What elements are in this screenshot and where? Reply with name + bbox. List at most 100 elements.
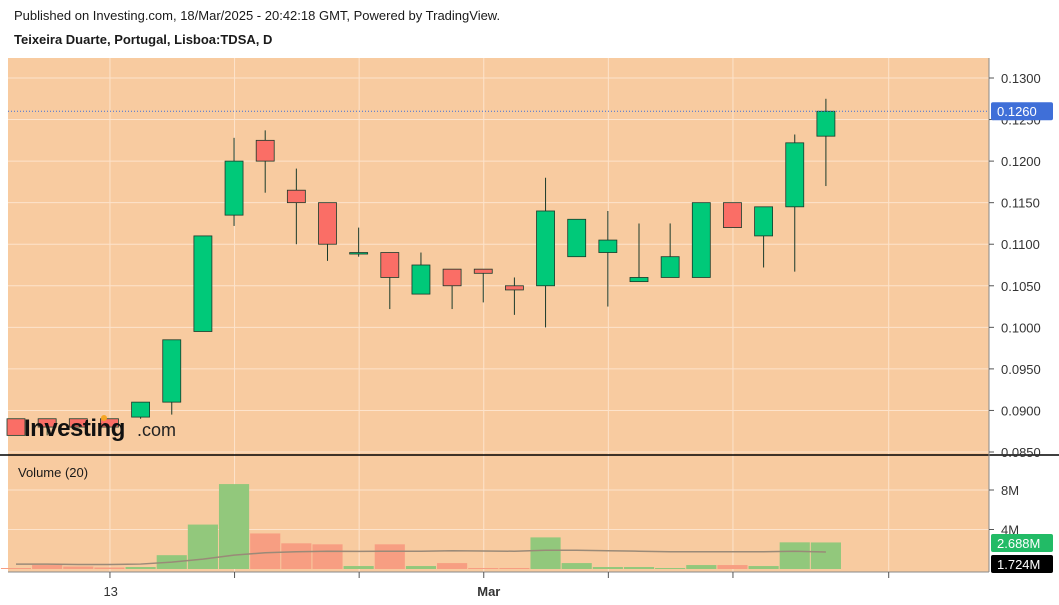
candle (349, 227, 369, 257)
volume-ma-line (16, 549, 826, 566)
candle (100, 418, 119, 428)
volume-axis: 8M 4M (989, 483, 1019, 538)
candle-body (785, 142, 805, 208)
candle (255, 130, 275, 193)
volume-tick-label: 4M (1001, 523, 1019, 538)
volume-bar (810, 542, 841, 569)
volume-ma-value: 1.724M (997, 557, 1040, 572)
volume-bar (312, 544, 343, 569)
candle-body (536, 210, 555, 287)
price-axis[interactable]: 0.13000.12500.12000.11500.11000.10500.10… (988, 58, 1041, 572)
volume-bar (125, 567, 156, 569)
candle-body (37, 418, 57, 428)
candle (754, 206, 773, 268)
candle-body (723, 202, 742, 229)
candle (536, 177, 555, 328)
current-price-label: 0.1260 (991, 102, 1053, 121)
candle (442, 268, 462, 310)
candle (598, 210, 618, 307)
volume-bar (655, 568, 686, 569)
volume-bar (686, 565, 717, 569)
time-axis[interactable]: 13 Mar (8, 571, 989, 599)
candle (380, 252, 400, 310)
candle-body (660, 256, 680, 278)
candle-body (100, 418, 119, 428)
volume-bar (748, 566, 779, 569)
volume-value: 2.688M (997, 536, 1040, 551)
price-tick-label: 0.0850 (1001, 445, 1041, 460)
candle-body (318, 202, 337, 245)
candle (193, 235, 213, 332)
candle (785, 134, 805, 272)
logo-wordmark: Investing (24, 415, 125, 442)
candle (660, 223, 680, 278)
candle-body (68, 418, 88, 428)
volume-bar (623, 567, 655, 569)
candle-body (691, 202, 711, 278)
price-tick-label: 0.1200 (1001, 154, 1041, 169)
volume-value-pill (991, 534, 1053, 552)
volume-bar (63, 566, 94, 569)
candle (224, 137, 244, 226)
candle (68, 418, 88, 428)
price-pane-background (8, 58, 989, 455)
candle-body (629, 277, 649, 283)
candle (629, 223, 649, 283)
volume-value-label: 2.688M (991, 534, 1053, 552)
logo-suffix: .com (137, 420, 176, 440)
candle-body (255, 139, 275, 162)
volume-bar (405, 566, 437, 569)
price-tick-label: 0.1050 (1001, 279, 1041, 294)
volume-ma-value-label: 1.724M (991, 555, 1053, 573)
volume-bar (0, 568, 32, 569)
candle-body (442, 268, 462, 287)
volume-bar (32, 565, 63, 569)
candle-body (349, 252, 369, 255)
volume-bar (779, 542, 810, 569)
volume-ma-pill (991, 555, 1053, 573)
candles (6, 98, 836, 436)
volume-bar (530, 537, 561, 569)
candle-body (473, 268, 493, 274)
time-tick-label: 13 (103, 584, 117, 599)
current-price-value: 0.1260 (997, 104, 1037, 119)
candle (286, 168, 306, 245)
candle-body (598, 239, 618, 253)
candle-body (224, 160, 244, 216)
candle-body (162, 339, 182, 403)
volume-tick-label: 8M (1001, 483, 1019, 498)
volume-bar (437, 563, 468, 569)
candle-body (816, 110, 836, 137)
candle (131, 401, 151, 419)
published-line: Published on Investing.com, 18/Mar/2025 … (14, 8, 501, 23)
candle (162, 339, 182, 415)
candle (37, 418, 57, 436)
candle-body (754, 206, 773, 237)
candle (691, 202, 711, 278)
price-tick-label: 0.1000 (1001, 320, 1041, 335)
candle (318, 202, 337, 261)
volume-bar (717, 565, 748, 569)
volume-bar (250, 533, 281, 569)
symbol-title: Teixeira Duarte, Portugal, Lisboa:TDSA, … (14, 32, 273, 47)
volume-bar (468, 568, 499, 569)
price-tick-label: 0.0900 (1001, 403, 1041, 418)
candle (6, 418, 26, 436)
candle (816, 98, 836, 187)
candle-body (6, 418, 26, 436)
price-tick-label: 0.1150 (1001, 196, 1040, 211)
volume-bar (499, 568, 530, 569)
candle-body (131, 401, 151, 418)
volume-bar (281, 543, 312, 569)
volume-bar (592, 567, 623, 569)
volume-bar (343, 566, 374, 569)
candle-body (504, 285, 524, 291)
volume-bar (187, 524, 218, 569)
price-tick-label: 0.0950 (1001, 362, 1041, 377)
volume-indicator-title: Volume (20) (18, 465, 88, 480)
logo-dot-icon (101, 415, 107, 421)
time-tick-label: Mar (477, 584, 500, 599)
volume-pane-background (8, 455, 989, 572)
candle-body (193, 235, 213, 332)
